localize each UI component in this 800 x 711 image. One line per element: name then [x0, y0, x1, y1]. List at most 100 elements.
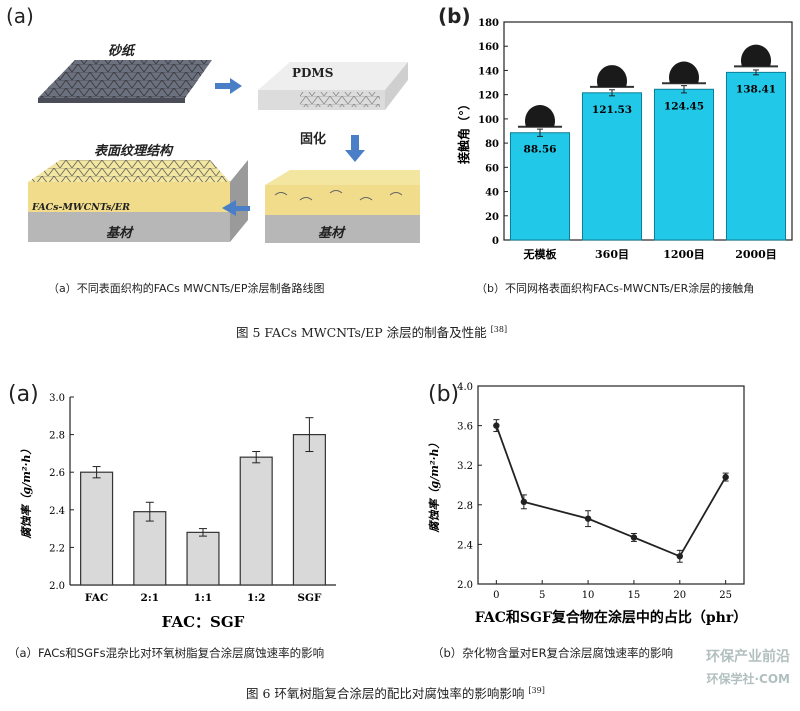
pdms-plate — [258, 62, 408, 110]
y-tick-label: 120 — [478, 91, 499, 102]
x-tick-label: 0 — [493, 590, 499, 601]
data-label: 124.45 — [664, 100, 704, 112]
fig5a-caption: （a）不同表面织构的FACs MWCNTs/EP涂层制备路线图 — [48, 282, 325, 295]
fig6a-letter: (a) — [8, 382, 39, 407]
y-tick-label: 2.0 — [49, 581, 65, 592]
bar — [292, 433, 326, 586]
x-tick-label: 1:1 — [194, 592, 213, 604]
label-pdms: PDMS — [292, 66, 334, 80]
arrow-down-icon — [345, 135, 365, 162]
x-tick-label: SGF — [297, 592, 322, 604]
bar — [80, 471, 114, 586]
fig6b-caption: （b）杂化物含量对ER复合涂层腐蚀速率的影响 — [432, 646, 674, 660]
y-tick-label: 0 — [492, 236, 499, 247]
sandpaper-plate — [38, 60, 212, 103]
y-tick-label: 3.6 — [457, 422, 473, 433]
data-point — [584, 515, 592, 522]
fig5a-letter: (a) — [6, 4, 34, 28]
fig5-caption: 图 5 FACs MWCNTs/EP 涂层的制备及性能 [38] — [236, 322, 507, 341]
y-tick-label: 2.6 — [49, 468, 65, 479]
x-tick-label: 无模板 — [523, 247, 558, 261]
droplet-icon — [669, 61, 699, 84]
data-label: 138.41 — [736, 83, 776, 95]
y-tick-label: 20 — [485, 212, 499, 223]
x-tick-label: 1:2 — [247, 592, 266, 604]
plot-frame — [503, 21, 793, 241]
fig5-caption-text: 图 5 FACs MWCNTs/EP 涂层的制备及性能 — [236, 325, 487, 340]
fig5-ref: [38] — [490, 324, 508, 334]
y-tick-label: 60 — [485, 163, 499, 174]
plot-frame — [477, 385, 745, 585]
y-tick-label: 2.2 — [49, 543, 65, 554]
data-point — [630, 534, 638, 541]
data-label: 121.53 — [592, 104, 632, 116]
y-axis-label: 接触角（°） — [456, 98, 471, 164]
data-label: 88.56 — [524, 144, 557, 156]
y-tick-label: 2.4 — [457, 540, 473, 551]
watermark: 环保产业前沿 环保学社·COM — [590, 646, 790, 687]
fig6a-caption: （a）FACs和SGFs混杂比对环氧树脂复合涂层腐蚀速率的影响 — [8, 646, 325, 660]
droplet-icon — [741, 44, 771, 67]
data-point — [493, 422, 500, 429]
y-tick-label: 80 — [485, 139, 499, 150]
textured-block — [28, 160, 248, 242]
data-point — [676, 553, 683, 560]
fig6-caption: 图 6 环氧树脂复合涂层的配比对腐蚀率的影响影响 [39] — [246, 683, 545, 702]
y-tick-label: 3.2 — [457, 461, 473, 472]
x-tick-label: 360目 — [595, 248, 629, 261]
label-coating: FACs-MWCNTs/ER — [32, 202, 130, 213]
x-tick-label: 5 — [539, 590, 545, 601]
bar — [725, 71, 787, 241]
y-tick-label: 3.0 — [49, 393, 65, 404]
bar — [186, 531, 220, 586]
y-axis-label: 腐蚀率（g/m²·h） — [428, 438, 441, 534]
fig5b-caption: （b）不同网格表面织构FACs-MWCNTs/ER涂层的接触角 — [476, 282, 755, 295]
y-axis-label: 腐蚀率（g/m²·h） — [20, 444, 33, 540]
label-substrate-left: 基材 — [106, 226, 133, 241]
y-tick-label: 2.4 — [49, 506, 65, 517]
y-tick-label: 140 — [478, 66, 499, 77]
x-tick-label: 1200目 — [663, 248, 705, 261]
bar — [239, 456, 273, 586]
x-tick-label: 25 — [719, 590, 732, 601]
fig5a-schematic — [28, 60, 420, 243]
fig6-ref: [39] — [528, 685, 545, 695]
x-tick-label: 15 — [628, 590, 641, 601]
watermark-line2: 环保学社·COM — [706, 672, 790, 686]
data-point — [722, 473, 729, 481]
bar — [581, 92, 643, 241]
fig6-caption-text: 图 6 环氧树脂复合涂层的配比对腐蚀率的影响影响 — [246, 686, 525, 701]
label-cure: 固化 — [300, 132, 327, 147]
watermark-line1: 环保产业前沿 — [706, 649, 790, 665]
series-line — [495, 425, 727, 558]
y-tick-label: 40 — [485, 188, 499, 199]
y-tick-label: 160 — [478, 42, 499, 53]
y-tick-label: 4.0 — [457, 382, 473, 393]
bar — [653, 88, 715, 241]
fig6b-letter: (b) — [428, 382, 460, 407]
x-tick-label: 20 — [673, 590, 686, 601]
label-substrate-right: 基材 — [318, 226, 345, 241]
x-tick-label: FAC — [85, 592, 108, 604]
y-tick-label: 2.8 — [49, 431, 65, 442]
data-point — [520, 498, 528, 506]
y-tick-label: 180 — [478, 18, 499, 29]
label-sandpaper: 砂纸 — [108, 44, 135, 59]
y-tick-label: 2.8 — [457, 501, 473, 512]
label-texture: 表面纹理结构 — [94, 144, 173, 159]
arrow-left-icon — [222, 200, 250, 216]
hybrid-content-chart: 2.0 2.4 2.8 3.2 3.6 4.0 0 5 10 15 20 25 腐蚀率（g/m²·h） F… — [428, 382, 747, 626]
x-tick-label: 10 — [582, 590, 595, 601]
x-axis-label: FAC：SGF — [162, 613, 245, 631]
contact-angle-chart: 0 20 40 60 80 100 120 140 160 180 接触角（°） 88.56 无模板 12… — [456, 18, 793, 261]
cured-block — [265, 170, 420, 243]
droplet-icon — [597, 65, 627, 87]
x-axis-label: FAC和SGF复合物在涂层中的占比（phr） — [475, 609, 747, 626]
fac-sgf-ratio-chart: 2.0 2.2 2.4 2.6 2.8 3.0 腐蚀率（g/m²·h） FAC 2:1 1:1 1:… — [20, 393, 336, 631]
fig5b-letter: (b) — [438, 4, 471, 28]
x-tick-label: 2:1 — [141, 592, 160, 604]
droplet-icon — [525, 104, 555, 127]
bar — [133, 511, 167, 586]
y-tick-label: 2.0 — [457, 580, 473, 591]
y-tick-label: 100 — [478, 115, 499, 126]
